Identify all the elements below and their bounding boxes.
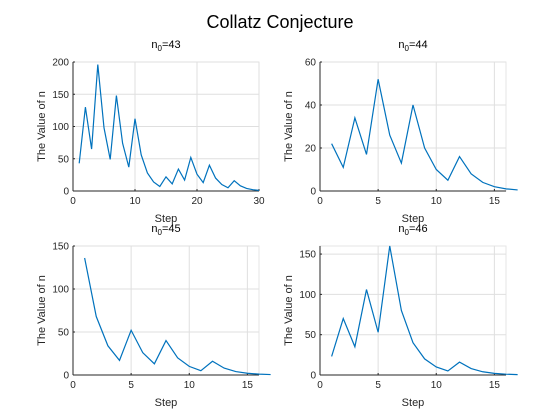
y-axis-label: The Value of n (36, 275, 48, 346)
x-axis-label: Step (155, 213, 178, 225)
subplot-title-subscript: 0 (405, 44, 410, 53)
series-line (331, 245, 518, 376)
subplot-title-base: n (398, 223, 404, 235)
subplot-title: n0=46 (398, 223, 427, 237)
plot-area (319, 245, 507, 376)
x-tick-label: 15 (242, 380, 254, 391)
x-axis-label: Step (402, 213, 425, 225)
subplot-title-subscript: 0 (158, 44, 163, 53)
y-tick-label: 50 (58, 328, 70, 339)
y-tick-label: 100 (52, 285, 69, 296)
x-tick-label: 10 (129, 196, 141, 207)
series-line (331, 79, 518, 191)
x-tick-label: 0 (70, 380, 76, 391)
subplot-title: n0=43 (151, 39, 180, 53)
y-tick-label: 150 (52, 242, 69, 253)
subplot-title-subscript: 0 (405, 228, 410, 237)
x-tick-label: 0 (70, 196, 76, 207)
y-tick-label: 200 (52, 58, 69, 69)
x-tick-label: 30 (253, 196, 265, 207)
x-axis-label: Step (155, 397, 178, 409)
x-tick-label: 10 (184, 380, 196, 391)
y-tick-label: 50 (305, 330, 317, 341)
x-tick-label: 5 (375, 380, 381, 391)
x-tick-label: 5 (128, 380, 134, 391)
subplot-title: n0=45 (151, 223, 180, 237)
subplot-title-base: n (398, 39, 404, 51)
y-tick-label: 20 (305, 144, 317, 155)
x-tick-label: 15 (489, 380, 501, 391)
x-tick-label: 0 (317, 196, 323, 207)
x-tick-label: 20 (191, 196, 203, 207)
y-tick-label: 0 (310, 371, 316, 382)
x-tick-label: 10 (431, 196, 443, 207)
y-tick-label: 60 (305, 58, 317, 69)
subplot-title-base: n (151, 39, 157, 51)
x-tick-label: 15 (489, 196, 501, 207)
subplot-title-value: =44 (409, 39, 428, 51)
plot-area (319, 61, 507, 192)
plot-area (72, 245, 260, 376)
y-tick-label: 150 (52, 90, 69, 101)
x-axis-label: Step (402, 397, 425, 409)
y-tick-label: 0 (63, 187, 69, 198)
x-tick-label: 10 (431, 380, 443, 391)
x-tick-label: 0 (317, 380, 323, 391)
y-axis-label: The Value of n (36, 91, 48, 162)
y-axis-label: The Value of n (283, 91, 295, 162)
subplot-title-base: n (151, 223, 157, 235)
x-tick-label: 5 (375, 196, 381, 207)
y-tick-label: 150 (299, 250, 316, 261)
y-tick-label: 100 (52, 122, 69, 133)
y-tick-label: 0 (63, 371, 69, 382)
y-tick-label: 50 (58, 154, 70, 165)
y-axis-label: The Value of n (283, 275, 295, 346)
y-tick-label: 0 (310, 187, 316, 198)
series-line (84, 257, 271, 376)
y-tick-label: 40 (305, 101, 317, 112)
figure-title: Collatz Conjecture (206, 12, 353, 32)
subplot-title-value: =46 (409, 223, 428, 235)
subplot-title: n0=44 (398, 39, 427, 53)
y-tick-label: 100 (299, 290, 316, 301)
subplot-title-value: =43 (162, 39, 181, 51)
subplot-title-subscript: 0 (158, 228, 163, 237)
series-line (78, 64, 260, 191)
subplot-title-value: =45 (162, 223, 181, 235)
